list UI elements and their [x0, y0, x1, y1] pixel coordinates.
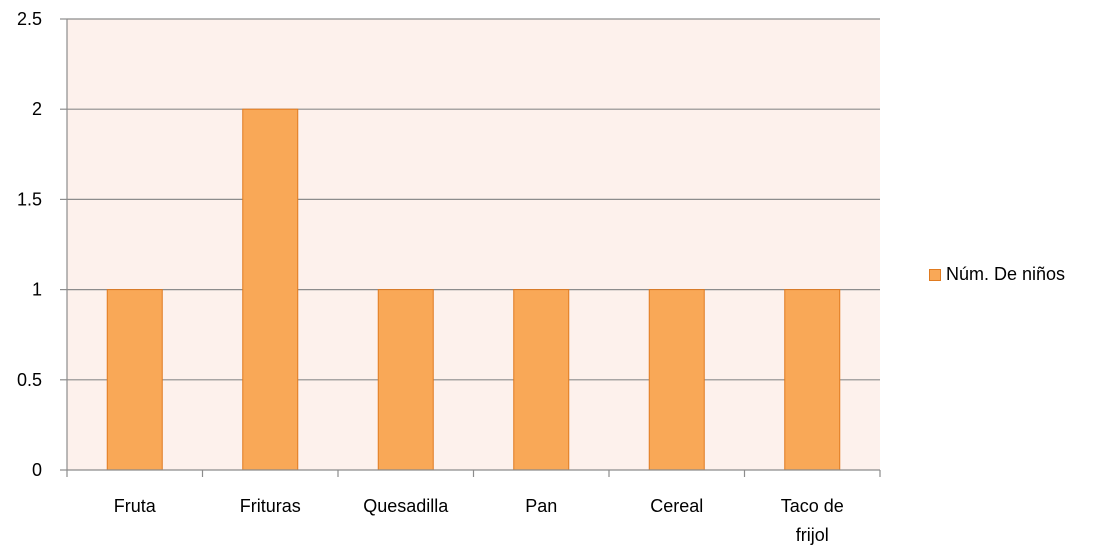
x-tick-label: Pan	[525, 496, 557, 516]
y-tick-label: 2	[32, 99, 42, 119]
bar	[242, 108, 299, 471]
legend-swatch	[929, 268, 941, 281]
x-tick-labels: Fruta Frituras Quesadilla Pan Cereal Taco de f…	[114, 496, 844, 545]
plot-area	[67, 19, 880, 470]
bar	[784, 289, 841, 471]
y-tick-labels: 0 0.5 1 1.5 2 2.5	[17, 9, 42, 480]
gridlines	[67, 18, 880, 381]
y-tick-label: 1.5	[17, 189, 42, 209]
legend: Núm. De niños	[929, 264, 1065, 285]
x-tick-label: Fruta	[114, 496, 157, 516]
bar	[377, 289, 434, 471]
x-tick-label: Quesadilla	[363, 496, 449, 516]
y-tick-label: 0	[32, 460, 42, 480]
axes	[60, 18, 881, 477]
bar	[513, 289, 570, 471]
y-tick-label: 0.5	[17, 370, 42, 390]
y-tick-label: 2.5	[17, 9, 42, 29]
x-tick-label: Taco de frijol	[781, 496, 844, 545]
x-tick-label: Cereal	[650, 496, 703, 516]
bars	[106, 108, 841, 471]
x-tick-label: Frituras	[240, 496, 301, 516]
bar	[106, 289, 163, 471]
legend-label: Núm. De niños	[946, 264, 1066, 284]
y-tick-label: 1	[32, 280, 42, 300]
bar	[648, 289, 705, 471]
